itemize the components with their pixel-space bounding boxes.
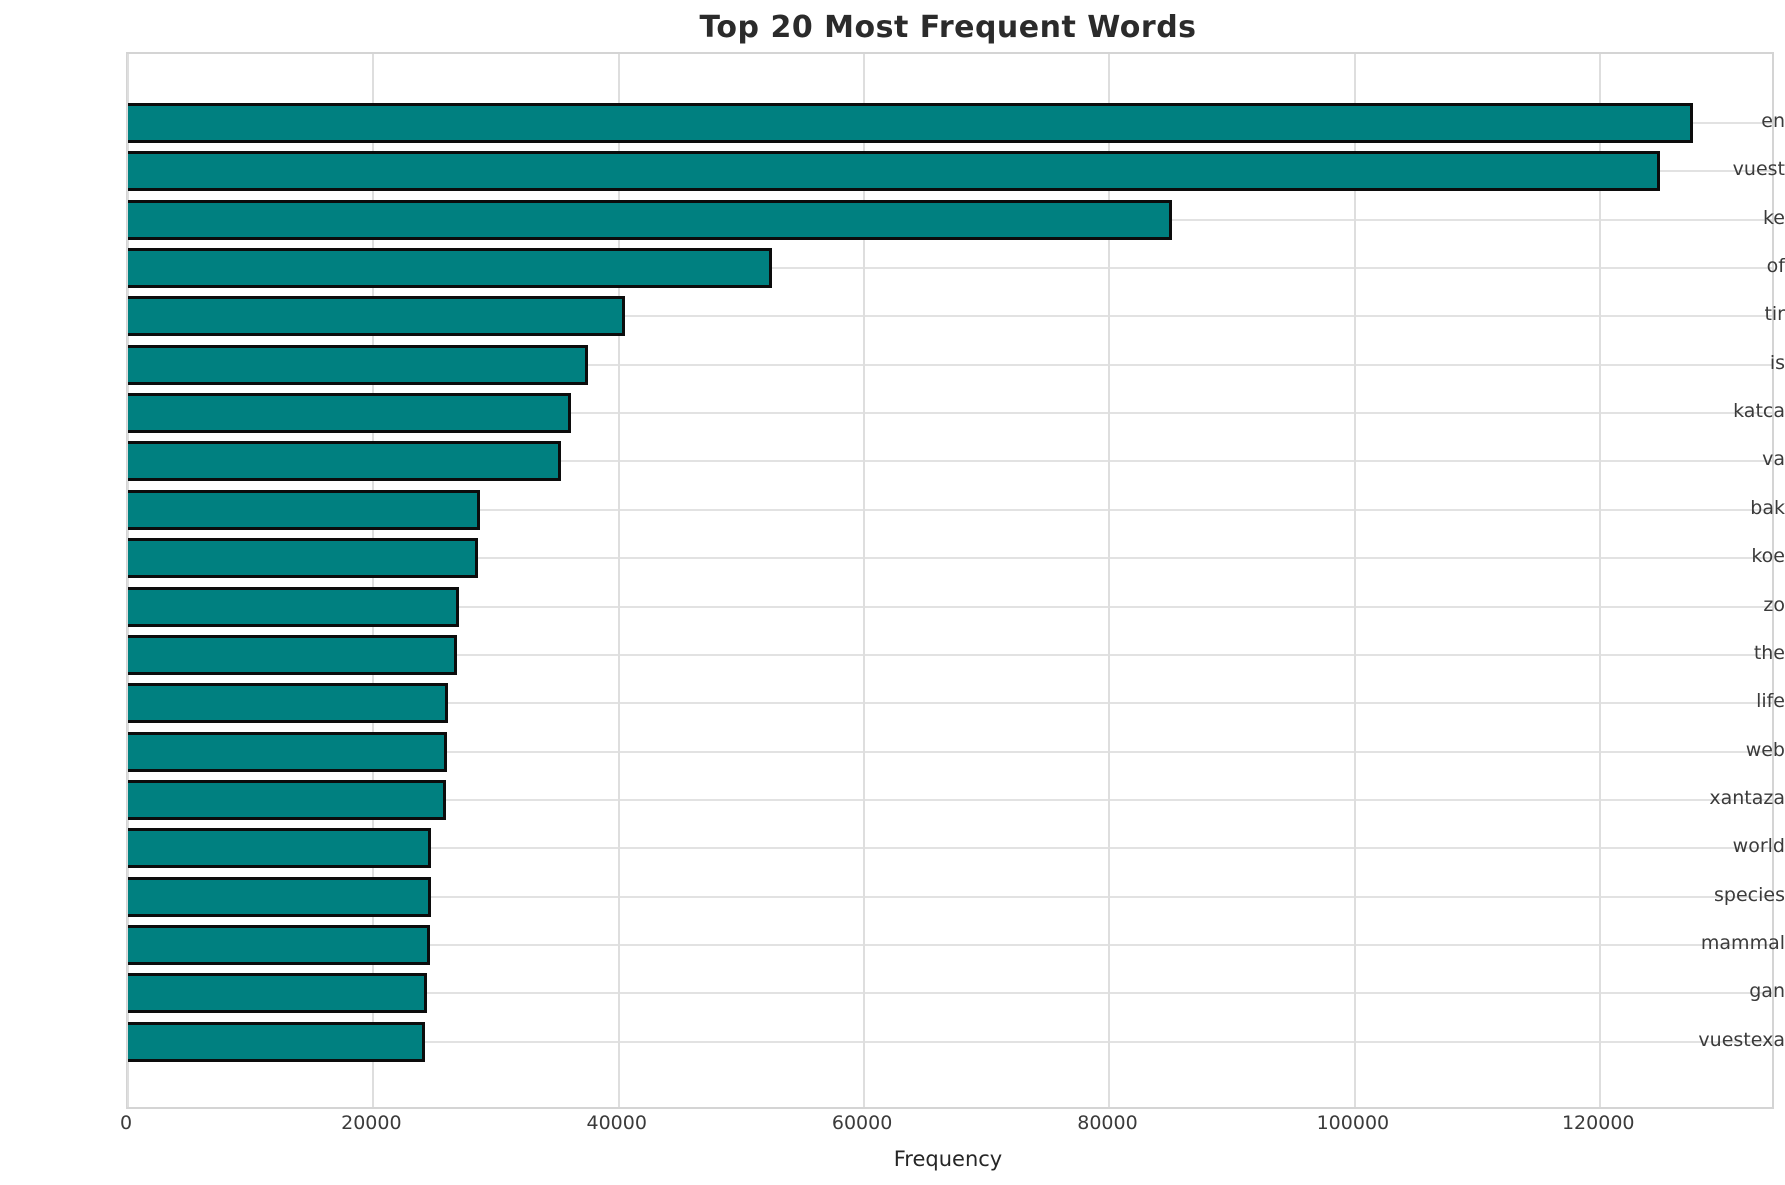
y-tick-label: species [1714,883,1785,906]
y-gridline [128,992,1772,995]
y-tick-label: the [1753,641,1785,664]
x-axis-title: Frequency [893,1147,1003,1171]
bar-life [128,683,448,724]
x-gridline [1108,54,1111,1107]
y-tick-label: vuest [1732,158,1785,181]
x-gridline [617,54,620,1107]
y-gridline [128,895,1772,898]
y-tick-label: tir [1764,303,1785,326]
bar-web [128,731,447,772]
y-gridline [128,653,1772,656]
y-gridline [128,363,1772,366]
y-tick-label: koe [1751,545,1785,568]
bar-xantaza [128,779,446,820]
bar-vuest [128,151,1661,192]
bar-va [128,441,562,482]
y-tick-label: web [1745,738,1785,761]
x-gridline [863,54,866,1107]
y-gridline [128,605,1772,608]
y-gridline [128,798,1772,801]
y-tick-label: bak [1750,496,1785,519]
y-tick-label: is [1769,351,1785,374]
x-tick-label: 20000 [341,1112,402,1134]
y-gridline [128,943,1772,946]
y-tick-label: katca [1733,400,1785,423]
x-tick-label: 40000 [586,1112,647,1134]
x-gridline [1353,54,1356,1107]
bar-ke [128,199,1173,240]
x-tick-label: 80000 [1077,1112,1138,1134]
bar-world [128,828,432,869]
x-gridline [1599,54,1602,1107]
y-tick-label: ke [1762,206,1785,229]
bar-en [128,103,1694,143]
x-tick-label: 60000 [831,1112,893,1134]
bar-gan [128,973,428,1014]
bar-of [128,248,773,289]
y-tick-label: en [1761,110,1785,132]
x-tick-label: 120000 [1561,1112,1635,1134]
y-tick-label: of [1766,255,1785,278]
bar-bak [128,489,481,530]
y-gridline [128,267,1772,270]
chart-title: Top 20 Most Frequent Words [699,10,1197,45]
y-gridline [128,702,1772,705]
y-tick-label: world [1732,835,1785,858]
x-gridline [372,54,375,1107]
y-gridline [128,412,1772,415]
y-gridline [128,750,1772,753]
x-tick-label: 0 [119,1112,133,1134]
y-gridline [128,1040,1772,1043]
bar-is [128,344,589,385]
y-gridline [128,557,1772,560]
y-tick-label: va [1762,448,1785,471]
x-tick-label: 100000 [1316,1112,1390,1134]
bar-tir [128,296,625,337]
y-gridline [128,315,1772,318]
y-tick-label: vuestexa [1698,1028,1785,1051]
y-tick-label: xantaza [1709,786,1785,809]
bar-koe [128,538,479,579]
x-gridline [127,54,129,1107]
y-tick-label: zo [1763,593,1785,616]
bar-mammal [128,924,431,965]
y-tick-label: mammal [1700,931,1785,954]
bar-species [128,876,431,917]
bar-katca [128,393,571,434]
plot-area [126,52,1774,1109]
bar-zo [128,586,460,627]
y-gridline [128,847,1772,850]
y-tick-label: gan [1749,980,1785,1003]
bar-vuestexa [128,1021,425,1062]
y-gridline [128,460,1772,463]
bar-the [128,634,457,675]
y-tick-label: life [1756,690,1785,713]
y-gridline [128,508,1772,511]
